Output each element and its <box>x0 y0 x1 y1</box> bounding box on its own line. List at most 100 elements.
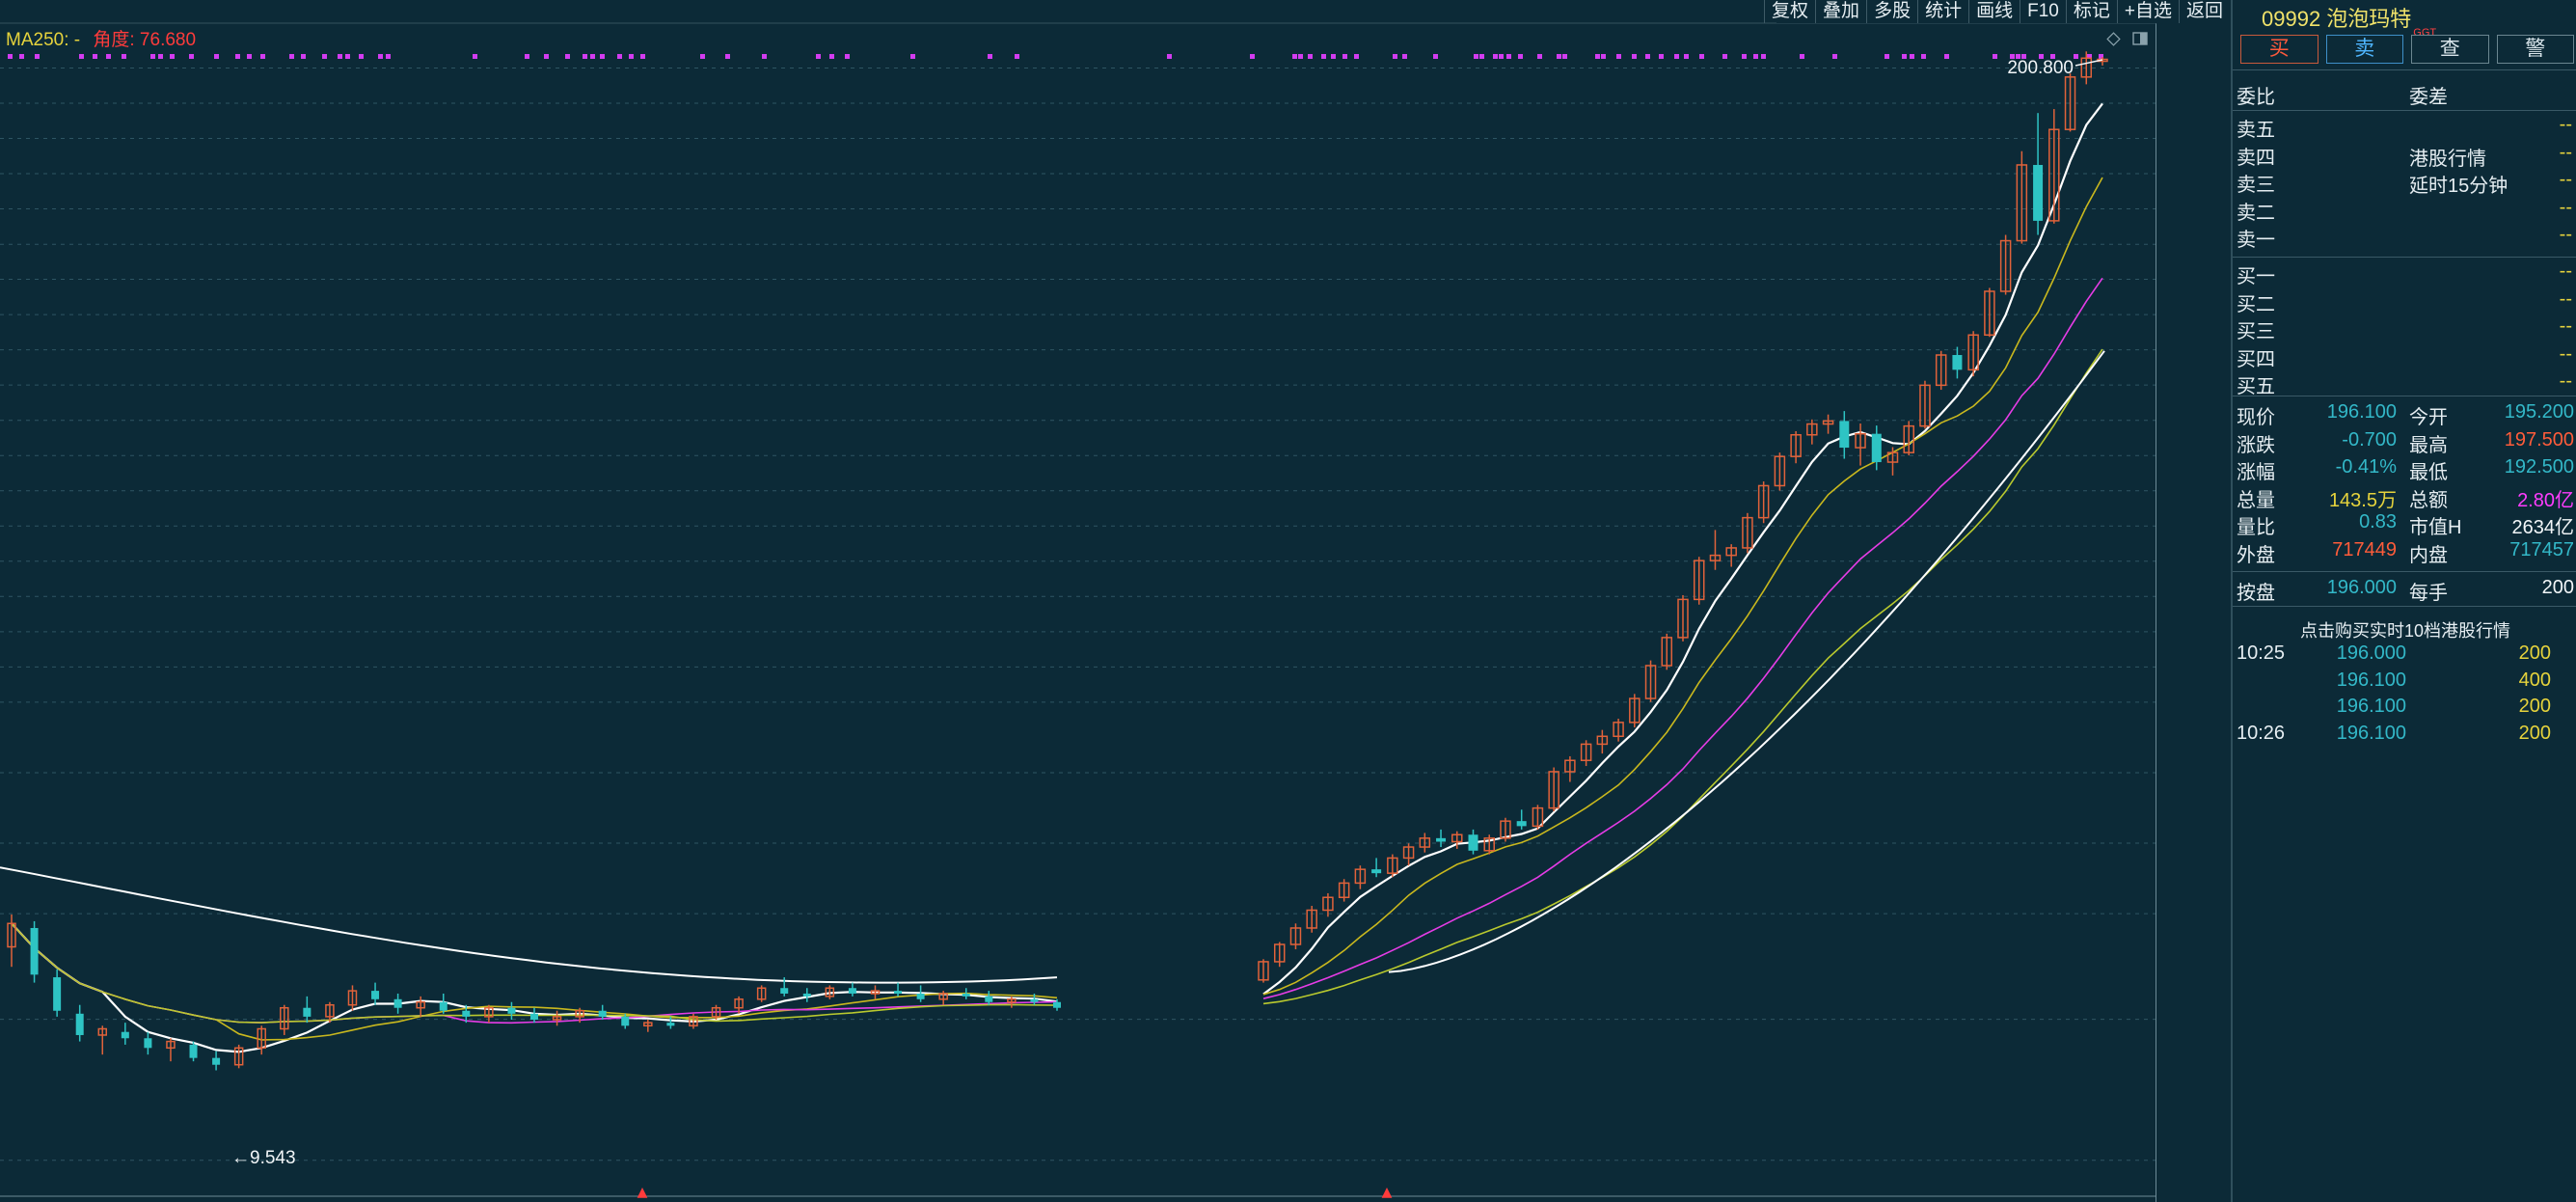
buy-button[interactable]: 买 <box>2240 35 2318 64</box>
candle-body <box>1661 637 1673 667</box>
signal-marker <box>235 54 240 59</box>
book-level-label: 卖一 <box>2237 230 2275 251</box>
kline-chart[interactable]: 200.800←9.543 191.1172.0154.8139.3125.41… <box>0 0 2156 1202</box>
bid-value: 196.000 <box>2326 577 2397 598</box>
signal-marker <box>106 54 111 59</box>
candle-body <box>1742 516 1753 549</box>
candle-body <box>825 987 835 997</box>
candle-body <box>1516 821 1527 827</box>
signal-marker <box>1298 54 1303 59</box>
tick-price: 196.100 <box>2336 722 2406 744</box>
signal-marker <box>1393 54 1397 59</box>
signal-marker <box>2099 54 2103 59</box>
signal-marker <box>1742 54 1747 59</box>
candle-body <box>1919 384 1931 427</box>
candle-body <box>530 1013 538 1020</box>
candle-body <box>1677 598 1689 639</box>
signal-marker <box>1321 54 1326 59</box>
signal-marker <box>1902 54 1907 59</box>
signal-marker <box>122 54 126 59</box>
candle-body <box>1306 909 1317 929</box>
candle-body <box>1338 882 1350 898</box>
candle-body <box>1629 697 1641 724</box>
book-level-label: 买三 <box>2237 321 2275 342</box>
candle-body <box>1613 722 1624 738</box>
query-button[interactable]: 查 <box>2411 35 2489 64</box>
candle-body <box>371 991 380 999</box>
toolbar-button[interactable]: 画线 <box>1968 0 2020 23</box>
toolbar-button[interactable]: 统计 <box>1917 0 1968 23</box>
signal-marker <box>1601 54 1606 59</box>
candle-body <box>416 1000 425 1009</box>
signal-marker <box>590 54 595 59</box>
kline-chart-svg[interactable]: 200.800←9.543 191.1172.0154.8139.3125.41… <box>0 0 2156 1202</box>
candle-body <box>1564 759 1576 773</box>
signal-marker <box>150 54 155 59</box>
candle-body <box>1725 547 1737 557</box>
event-marker-icon: ▲ <box>1382 1185 1393 1200</box>
toolbar-button[interactable]: F10 <box>2020 0 2066 23</box>
candle-body <box>1053 1001 1061 1008</box>
toolbar-button[interactable]: 返回 <box>2178 0 2230 23</box>
candle-body <box>1532 806 1544 828</box>
signal-marker <box>583 54 587 59</box>
ma250-label: MA250: - <box>6 30 81 50</box>
candle-body <box>1774 455 1786 487</box>
signal-marker <box>19 54 24 59</box>
quote-label: 今开 <box>2409 407 2448 428</box>
signal-marker <box>2010 54 2015 59</box>
candle-body <box>1273 943 1286 963</box>
signal-marker <box>1645 54 1650 59</box>
quote-value: -0.41% <box>2335 456 2397 478</box>
candle-body <box>30 927 39 975</box>
signal-marker <box>2021 54 2026 59</box>
signal-marker <box>170 54 175 59</box>
toolbar-button[interactable]: 叠加 <box>1815 0 1866 23</box>
candle-body <box>2033 164 2044 221</box>
candle-body <box>711 1006 721 1018</box>
toolbar-button[interactable]: 复权 <box>1764 0 1815 23</box>
candle-body <box>780 988 789 994</box>
ma5-line <box>11 922 1058 1053</box>
signal-marker <box>1331 54 1336 59</box>
diamond-icon[interactable] <box>2106 32 2121 46</box>
book-level-value: -- <box>2559 260 2572 282</box>
alert-button[interactable]: 警 <box>2496 35 2574 64</box>
signal-marker <box>544 54 549 59</box>
signal-marker <box>301 54 306 59</box>
candle-body <box>552 1016 562 1021</box>
candle-body <box>1258 961 1269 981</box>
book-level-value: -- <box>2559 224 2572 245</box>
candle-body <box>1855 432 1866 449</box>
toolbar-button[interactable]: 标记 <box>2065 0 2117 23</box>
signal-marker <box>158 54 163 59</box>
book-level-value: -- <box>2559 287 2572 310</box>
signal-marker <box>617 54 622 59</box>
tick-vol: 200 <box>2518 642 2551 664</box>
candle-body <box>1419 837 1431 848</box>
candle-body <box>1871 433 1882 463</box>
signal-marker <box>816 54 821 59</box>
signal-marker <box>2050 54 2055 59</box>
candle-body <box>53 977 62 1011</box>
candle-body <box>1822 420 1834 425</box>
candle-body <box>439 1001 447 1011</box>
sell-button[interactable]: 卖 <box>2325 35 2403 64</box>
quote-value: 2.80亿 <box>2517 489 2574 511</box>
candle-body <box>484 1006 494 1018</box>
candle-body <box>1903 424 1914 453</box>
candle-body <box>1468 834 1478 851</box>
signal-marker <box>1722 54 1727 59</box>
toolbar-button[interactable]: +自选 <box>2116 0 2179 23</box>
candle-body <box>1371 869 1382 874</box>
buy-realtime-link[interactable]: 点击购买实时10档港股行情 <box>2299 621 2511 641</box>
signal-marker <box>700 54 705 59</box>
candle-body <box>75 1013 84 1035</box>
candle-body <box>621 1016 630 1026</box>
signal-marker <box>1684 54 1689 59</box>
toolbar-button[interactable]: 多股 <box>1866 0 1917 23</box>
signal-marker <box>93 54 97 59</box>
candle-body <box>2016 164 2028 242</box>
signal-marker <box>1632 54 1637 59</box>
long-ma-line <box>1388 350 2105 973</box>
